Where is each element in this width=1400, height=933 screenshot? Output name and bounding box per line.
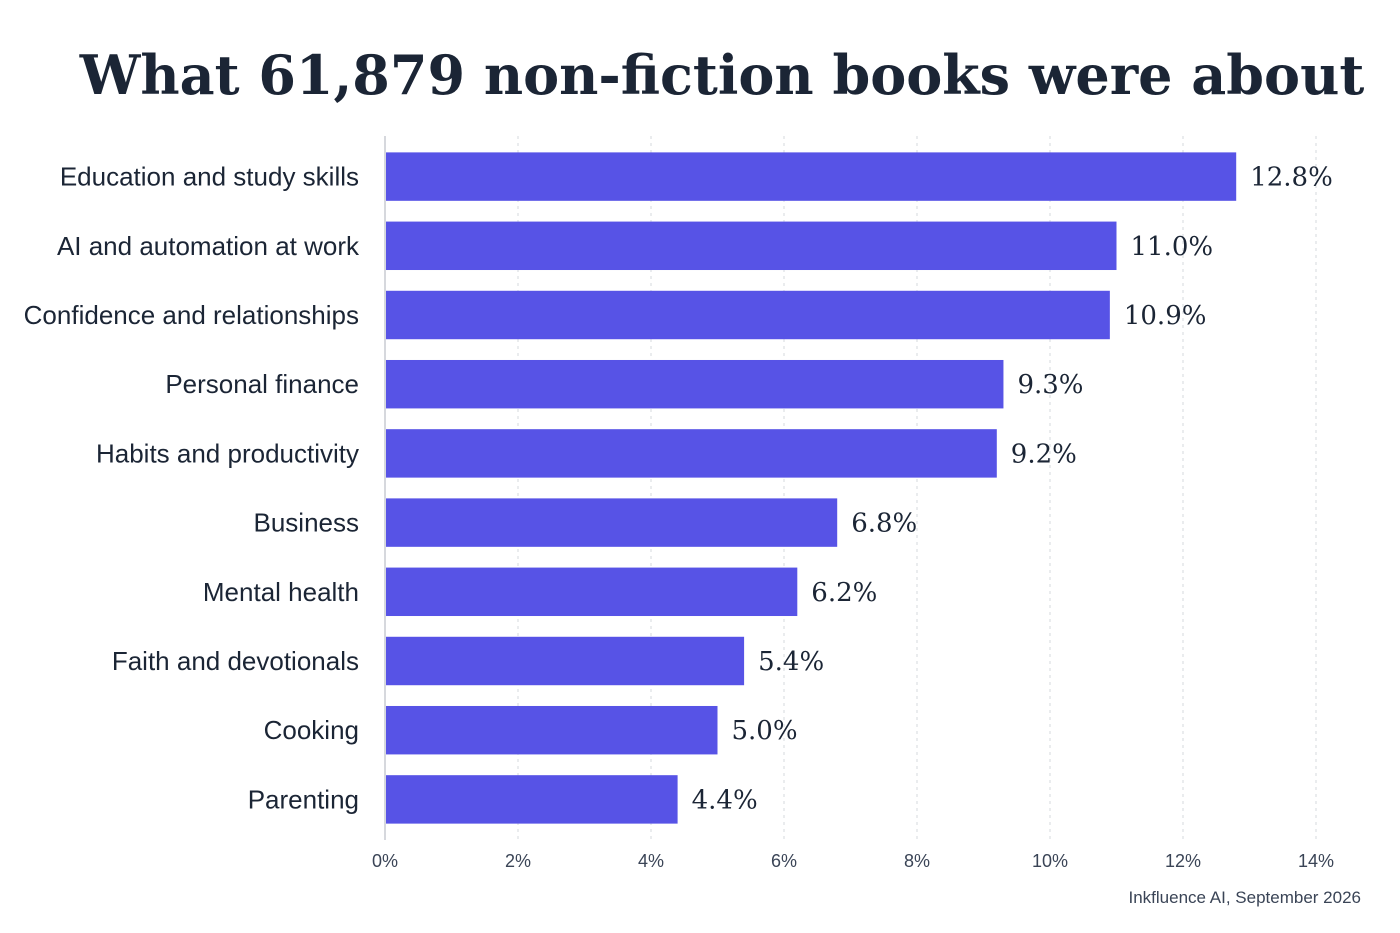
category-label: AI and automation at work [57, 231, 360, 261]
x-tick-label: 2% [505, 851, 531, 871]
bars: Education and study skills 12.8% AI and au… [24, 152, 1333, 824]
source-note: Inkfluence AI, September 2026 [1129, 888, 1362, 907]
category-label: Faith and devotionals [112, 646, 359, 676]
x-tick-label: 4% [638, 851, 664, 871]
bar [386, 636, 745, 686]
category-label: Personal finance [165, 369, 359, 399]
value-label: 9.2% [1011, 439, 1077, 469]
bar [386, 290, 1110, 340]
x-tick-label: 0% [372, 851, 398, 871]
category-label: Business [254, 508, 360, 538]
x-tick-label: 8% [904, 851, 930, 871]
value-label: 12.8% [1250, 163, 1333, 193]
category-label: Parenting [248, 784, 359, 814]
chart-title: What 61,879 non-fiction books were about [79, 43, 1365, 107]
value-label: 9.3% [1017, 370, 1083, 400]
x-tick-label: 14% [1298, 851, 1334, 871]
bar [386, 498, 838, 547]
category-label: Habits and productivity [96, 438, 359, 468]
value-label: 6.8% [851, 509, 917, 539]
value-label: 5.0% [732, 716, 798, 746]
value-label: 4.4% [692, 785, 758, 815]
x-tick-label: 10% [1032, 851, 1068, 871]
bar [386, 359, 1004, 409]
bar [386, 429, 997, 478]
bar [386, 567, 798, 617]
x-tick-label: 12% [1165, 851, 1201, 871]
bar [386, 775, 678, 824]
value-label: 5.4% [758, 647, 824, 677]
value-label: 11.0% [1131, 232, 1214, 262]
category-label: Confidence and relationships [24, 300, 359, 330]
category-label: Mental health [203, 577, 359, 607]
value-label: 10.9% [1124, 301, 1207, 331]
category-label: Education and study skills [60, 162, 359, 192]
bar [386, 221, 1117, 271]
category-label: Cooking [264, 715, 359, 745]
x-tick-label: 6% [771, 851, 797, 871]
bar [386, 152, 1237, 201]
bar [386, 705, 718, 755]
grid [517, 136, 1317, 840]
x-axis-ticks: 0% 2% 4% 6% 8% 10% 12% 14% [372, 851, 1334, 871]
value-label: 6.2% [811, 578, 877, 608]
